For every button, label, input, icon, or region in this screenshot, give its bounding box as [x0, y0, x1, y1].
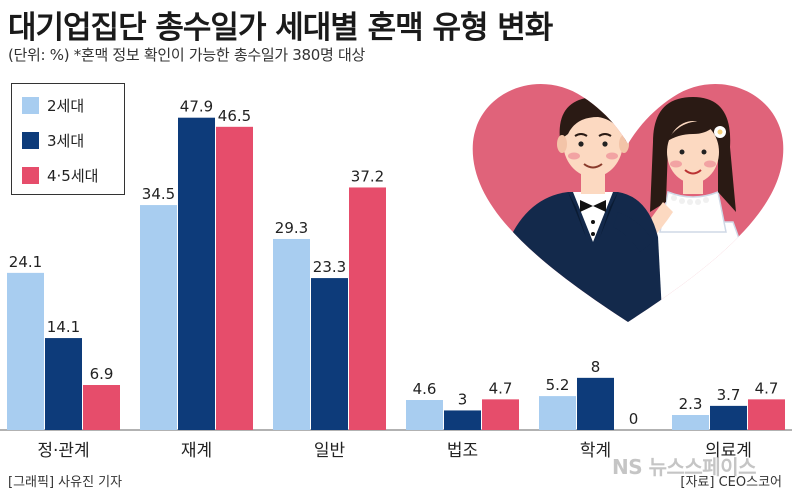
bar [273, 238, 310, 430]
legend-item-4-5th-gen: 4·5세대 [22, 164, 98, 186]
chart-subtitle: (단위: %) *혼맥 정보 확인이 가능한 총수일가 380명 대상 [8, 46, 365, 64]
bar [178, 117, 215, 430]
wedding-couple-illustration [468, 72, 788, 336]
x-tick-label: 일반 [314, 441, 346, 461]
bar-value-label: 0 [629, 410, 639, 428]
bar-value-label: 47.9 [180, 98, 213, 116]
x-tick-label: 법조 [447, 441, 478, 461]
bar [539, 396, 576, 430]
bar-value-label: 8 [591, 358, 601, 376]
bar [311, 278, 348, 430]
legend-label: 4·5세대 [47, 166, 99, 185]
bar [349, 187, 386, 430]
bar-value-label: 5.2 [546, 376, 570, 394]
bar-value-label: 23.3 [313, 258, 346, 276]
x-tick-label: 정·관계 [37, 441, 89, 461]
legend-swatch [22, 96, 39, 114]
bar [140, 205, 177, 430]
bar-value-label: 34.5 [142, 185, 175, 203]
bar-value-label: 24.1 [9, 253, 42, 271]
bar [710, 405, 747, 430]
x-tick-label: 재계 [181, 441, 212, 461]
bar-value-label: 3.7 [717, 386, 741, 404]
bar [216, 126, 253, 430]
data-source: [자료] CEO스코어 [680, 475, 782, 490]
x-tick-label: 의료계 [705, 441, 752, 461]
bar-value-label: 4.7 [489, 379, 513, 397]
legend-swatch [22, 166, 39, 184]
bar [748, 399, 785, 430]
legend-item-2nd-gen: 2세대 [22, 94, 84, 116]
chart-title: 대기업집단 총수일가 세대별 혼맥 유형 변화 [8, 10, 553, 46]
bar [7, 272, 44, 430]
bar [577, 377, 614, 430]
bar [45, 338, 82, 430]
bar-value-label: 4.7 [755, 379, 779, 397]
legend-swatch [22, 131, 39, 149]
legend-label: 3세대 [47, 131, 85, 150]
bar [482, 399, 519, 430]
bar-value-label: 6.9 [90, 365, 114, 383]
bar-value-label: 4.6 [413, 380, 437, 398]
bar-value-label: 3 [458, 390, 468, 408]
bar [672, 415, 709, 430]
legend-item-3rd-gen: 3세대 [22, 129, 84, 151]
bar [83, 385, 120, 430]
bar [406, 400, 443, 430]
bar-value-label: 2.3 [679, 395, 703, 413]
watermark-logo: NS 뉴스스페이스 [612, 455, 757, 479]
bar-value-label: 14.1 [47, 318, 80, 336]
x-tick-label: 학계 [580, 441, 611, 461]
graphic-credit: [그래픽] 사유진 기자 [8, 475, 123, 490]
bar-value-label: 46.5 [218, 107, 251, 125]
chart-legend: 2세대 3세대 4·5세대 [11, 83, 125, 195]
bar-value-label: 29.3 [275, 219, 308, 237]
legend-label: 2세대 [47, 96, 85, 115]
bar [444, 410, 481, 430]
bar-value-label: 37.2 [351, 167, 384, 185]
